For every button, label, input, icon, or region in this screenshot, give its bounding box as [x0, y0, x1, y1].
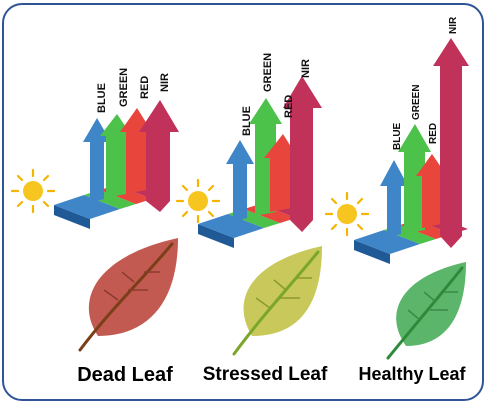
band-label-red: RED: [428, 123, 439, 144]
band-label-nir: NIR: [300, 59, 312, 78]
band-label-green: GREEN: [411, 84, 422, 120]
band-label-blue: BLUE: [392, 122, 403, 150]
arrow-red: [264, 134, 298, 212]
arrow-nir: [433, 38, 469, 248]
arrow-blue: [380, 160, 408, 238]
band-arrows: [226, 76, 322, 232]
panel-title: Stressed Leaf: [203, 364, 328, 385]
band-label-nir: NIR: [448, 16, 459, 34]
band-arrows: [83, 100, 179, 212]
arrow-nir: [139, 100, 179, 212]
arrow-green: [100, 114, 132, 198]
panel-stressed-leaf: BLUE GREEN RED NIR Stressed Leaf: [175, 53, 328, 385]
panel-title: Healthy Leaf: [358, 364, 466, 384]
panel-dead-leaf: BLUE GREEN RED NIR Dead Leaf: [10, 68, 179, 386]
sun-icon: [10, 168, 56, 214]
arrow-blue: [226, 140, 254, 222]
arrow-nir: [283, 76, 322, 232]
band-label-nir: NIR: [159, 73, 171, 92]
band-arrows: [380, 38, 469, 248]
panel-title: Dead Leaf: [77, 364, 173, 386]
band-label-red: RED: [283, 95, 295, 118]
panel-healthy-leaf: BLUE GREEN RED NIR Healthy Leaf: [324, 16, 469, 384]
arrow-blue: [83, 118, 111, 203]
band-label-green: GREEN: [118, 68, 130, 107]
sun-icon: [324, 191, 370, 237]
healthy-leaf-icon: [386, 262, 466, 360]
band-label-red: RED: [139, 76, 151, 99]
stressed-leaf-icon: [232, 246, 322, 356]
band-label-blue: BLUE: [241, 106, 253, 136]
dead-leaf-icon: [78, 238, 178, 352]
arrow-red: [416, 154, 447, 228]
band-label-blue: BLUE: [96, 83, 108, 113]
sun-icon: [175, 178, 221, 224]
band-label-green: GREEN: [262, 53, 274, 92]
